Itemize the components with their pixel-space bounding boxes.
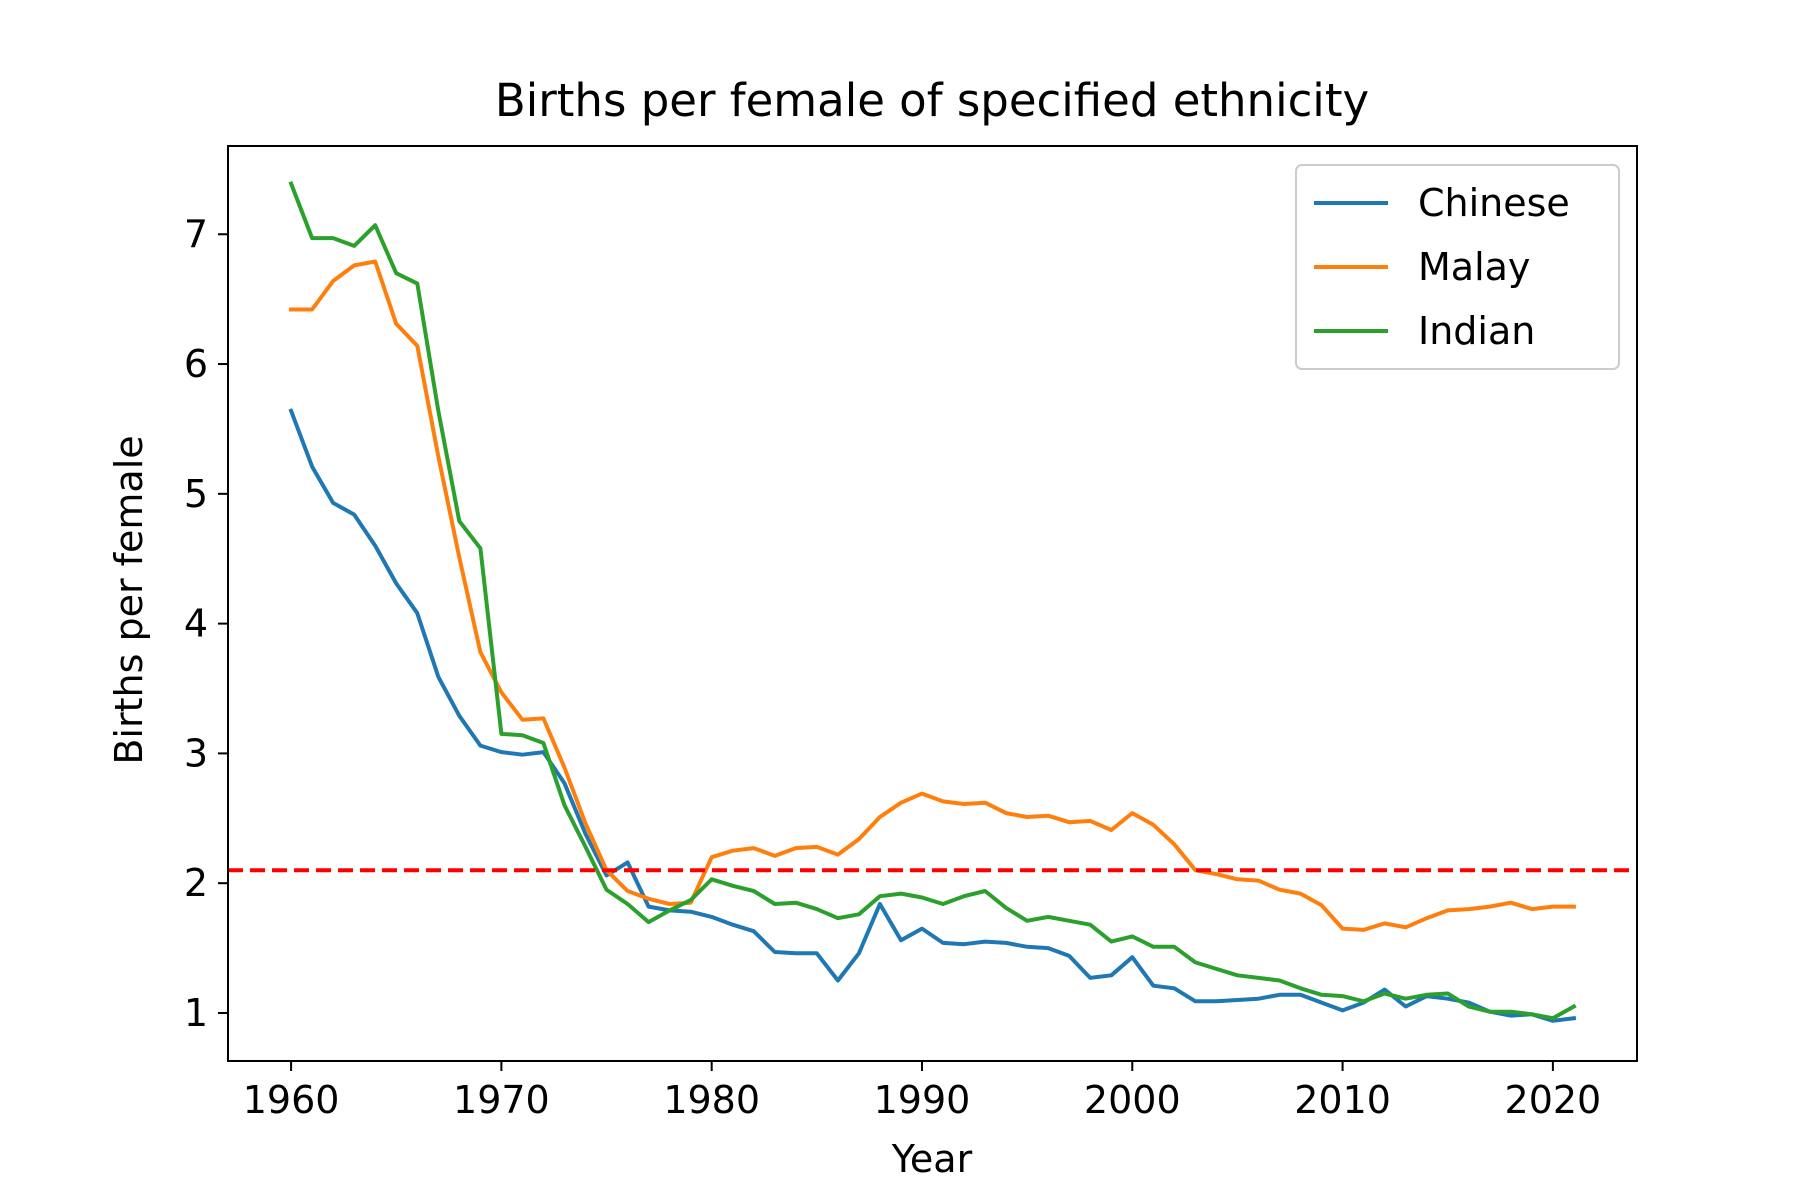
- y-tick-label: 1: [184, 991, 208, 1035]
- y-tick-label: 6: [184, 342, 208, 386]
- series-line-chinese: [288, 408, 1577, 1023]
- legend: Chinese Malay Indian: [1295, 164, 1620, 370]
- y-tick-label: 3: [184, 731, 208, 775]
- x-tick-label: 2000: [1084, 1078, 1181, 1122]
- y-tick-label: 5: [184, 472, 208, 516]
- series-line-indian: [288, 181, 1577, 1021]
- x-tick-label: 1970: [453, 1078, 550, 1122]
- legend-label-indian: Indian: [1418, 309, 1535, 353]
- x-axis-title: Year: [891, 1137, 973, 1181]
- x-tick-label: 2020: [1505, 1078, 1602, 1122]
- axes-frame: [227, 145, 1638, 1062]
- x-tick-label: 1990: [874, 1078, 971, 1122]
- x-tick-label: 2010: [1294, 1078, 1391, 1122]
- x-tick-label: 1960: [243, 1078, 340, 1122]
- y-tick-label: 2: [184, 861, 208, 905]
- y-tick-label: 7: [184, 212, 208, 256]
- x-axis: 1960 1970 1980 1990 2000 2010 2020: [243, 1061, 1602, 1122]
- y-axis: 1 2 3 4 5 6 7: [184, 212, 228, 1035]
- y-tick-label: 4: [184, 602, 208, 646]
- chart-title: Births per female of specified ethnicity: [495, 74, 1369, 127]
- legend-label-chinese: Chinese: [1418, 181, 1570, 225]
- legend-label-malay: Malay: [1418, 245, 1530, 289]
- plot-content: [228, 181, 1637, 1023]
- x-tick-label: 1980: [663, 1078, 760, 1122]
- plot-area: [228, 181, 1637, 1023]
- series-line-malay: [289, 259, 1576, 932]
- legend-box: [1295, 164, 1620, 370]
- y-axis-title: Births per female: [107, 435, 151, 764]
